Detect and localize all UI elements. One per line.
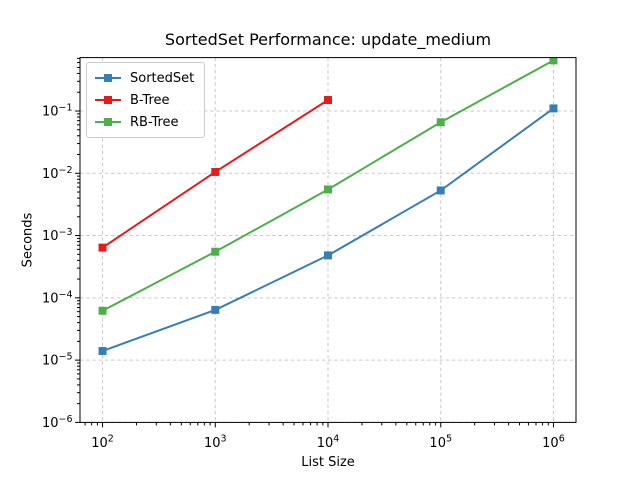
data-point-marker <box>211 247 220 256</box>
legend: SortedSet B-Tree RB-Tree <box>86 62 206 138</box>
chart-title: SortedSet Performance: update_medium <box>164 30 492 49</box>
data-point-marker <box>436 118 445 127</box>
axis-ticks <box>75 57 554 428</box>
legend-item-btree: B-Tree <box>95 91 194 109</box>
data-point-marker <box>211 305 220 314</box>
x-tick-label: 105 <box>429 434 452 452</box>
y-axis-label: Seconds <box>20 212 36 268</box>
data-point-marker <box>549 104 558 113</box>
tick-labels: 102 103 104 105 106 10−6 10−5 10−4 10−3 10−2 10−1 <box>42 102 565 451</box>
data-point-marker <box>98 347 107 356</box>
legend-label: B-Tree <box>130 92 170 108</box>
y-tick-label: 10−2 <box>42 165 73 182</box>
x-tick-label: 102 <box>91 434 114 452</box>
legend-marker-sortedset <box>95 73 121 83</box>
y-tick-label: 10−3 <box>42 227 73 244</box>
series-sortedset <box>98 104 558 356</box>
y-tick-label: 10−1 <box>42 102 73 119</box>
legend-item-sortedset: SortedSet <box>95 69 194 87</box>
data-point-marker <box>324 251 332 260</box>
data-point-marker <box>324 185 332 194</box>
data-point-marker <box>324 96 332 105</box>
legend-square-icon <box>104 74 112 82</box>
legend-square-icon <box>104 118 112 126</box>
legend-marker-btree <box>95 95 121 105</box>
x-axis-label: List Size <box>301 455 355 470</box>
legend-square-icon <box>104 96 112 104</box>
y-tick-label: 10−5 <box>42 352 73 369</box>
legend-label: SortedSet <box>130 70 195 86</box>
y-tick-label: 10−6 <box>42 414 73 431</box>
grid <box>80 57 576 423</box>
data-point-marker <box>98 243 107 252</box>
x-tick-label: 104 <box>317 434 340 452</box>
legend-item-rbtree: RB-Tree <box>95 113 194 131</box>
data-point-marker <box>98 306 107 315</box>
x-tick-label: 106 <box>542 434 565 452</box>
x-tick-label: 103 <box>204 434 227 452</box>
legend-marker-rbtree <box>95 117 121 127</box>
data-point-marker <box>549 57 558 65</box>
data-point-marker <box>436 186 445 195</box>
series-b-tree <box>98 96 332 252</box>
legend-label: RB-Tree <box>130 114 179 130</box>
series-rb-tree <box>98 57 558 315</box>
y-tick-label: 10−4 <box>42 289 73 306</box>
data-point-marker <box>211 167 220 176</box>
